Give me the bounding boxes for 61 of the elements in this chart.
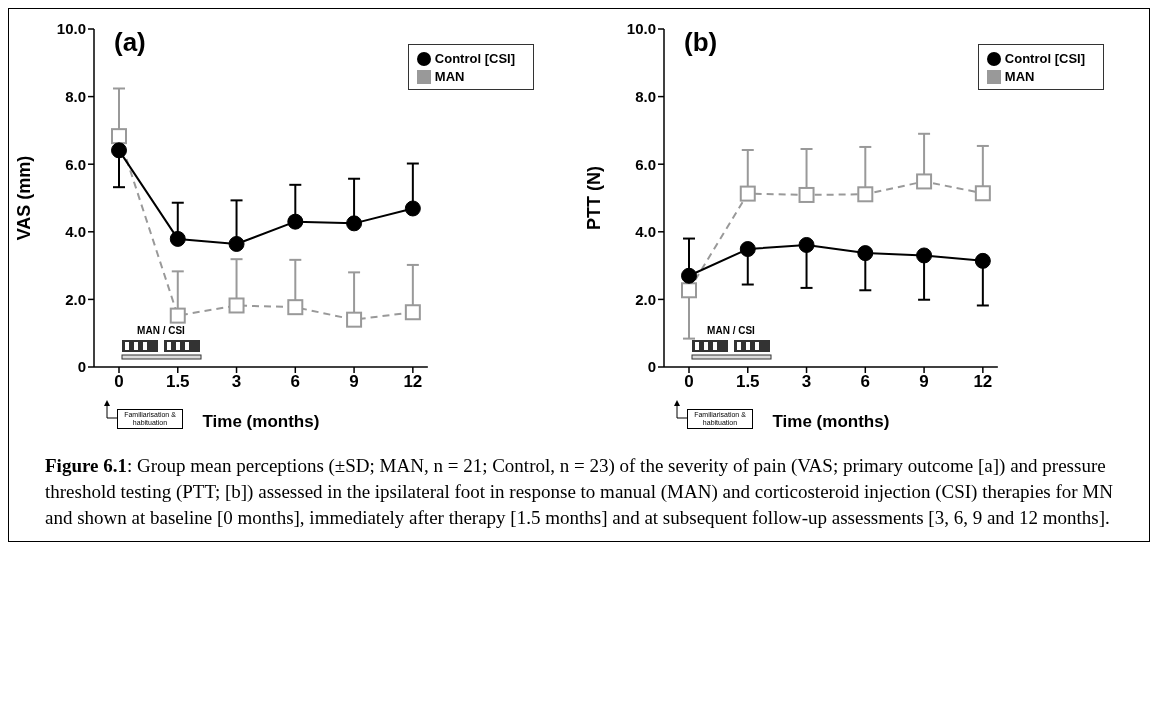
point [916,173,933,190]
point [739,241,756,258]
y-axis-title: PTT (N) [584,166,605,230]
point [798,236,815,253]
x-axis-title: Time (months) [202,412,320,431]
point [974,185,991,202]
x-tick-label: 0 [684,372,694,392]
x-tick-label: 9 [349,372,359,392]
point [169,230,186,247]
point [404,200,421,217]
point [404,304,421,321]
point [228,297,245,314]
legend-label: Control [CSI] [434,51,515,66]
x-tick-label: 12 [973,372,993,392]
x-tick-label: 9 [919,372,929,392]
point [974,252,991,269]
point [287,299,304,316]
x-tick-label: 6 [290,372,301,392]
y-tick-label: 2.0 [635,290,656,308]
chart-title: (a) [114,27,146,58]
y-tick-label: 10.0 [626,20,656,38]
annotation: MAN / CSI [706,325,756,336]
y-tick-label: 0 [647,358,656,376]
point [857,186,874,203]
point [287,213,304,230]
point [916,247,933,264]
y-tick-label: 4.0 [635,223,656,241]
legend-label: Control [CSI] [1004,51,1085,66]
point [228,235,245,252]
y-tick-label: 8.0 [65,87,86,105]
x-tick-label: 3 [231,372,242,392]
x-tick-label: 3 [801,372,812,392]
y-tick-label: 4.0 [65,223,86,241]
point [169,307,186,324]
legend-label: MAN [1004,69,1035,84]
point [111,142,127,159]
point [111,128,127,145]
y-tick-label: 0 [77,358,86,376]
y-axis-title: VAS (mm) [14,155,35,241]
point [857,245,874,262]
y-tick-label: 8.0 [635,87,656,105]
y-tick-label: 6.0 [635,155,656,173]
y-tick-label: 10.0 [56,20,86,38]
x-tick-label: 12 [403,372,423,392]
caption: Figure 6.1: Group mean perceptions (±SD; MAN, n = 21; Control, n = 23) of the severity of pain (VAS; primary outcome [a]) and pressure threshold testing (PTT; [b]) assessed in the ipsilateral foot in response to manual (MAN) and corticosteroid injection (CSI) therapies for MN and shown at baseline [0 months], immediately after therapy [1.5 months] and at subsequent follow-up assessments [3, 6, 9 and 12 months]. [45,454,1114,530]
point [739,185,756,202]
y-tick-label: 2.0 [65,290,86,308]
point [346,215,363,232]
x-axis-title: Time (months) [772,412,890,431]
point [346,311,363,328]
x-tick-label: 0 [114,372,124,392]
x-tick-label: 1.5 [735,372,760,392]
x-tick-label: 1.5 [165,372,190,392]
x-tick-label: 6 [860,372,871,392]
y-tick-label: 6.0 [65,155,86,173]
legend-label: MAN [434,69,465,84]
point [681,267,697,284]
point [681,282,697,299]
chart-title: (b) [684,27,718,58]
point [798,186,815,203]
annotation: MAN / CSI [136,325,186,336]
